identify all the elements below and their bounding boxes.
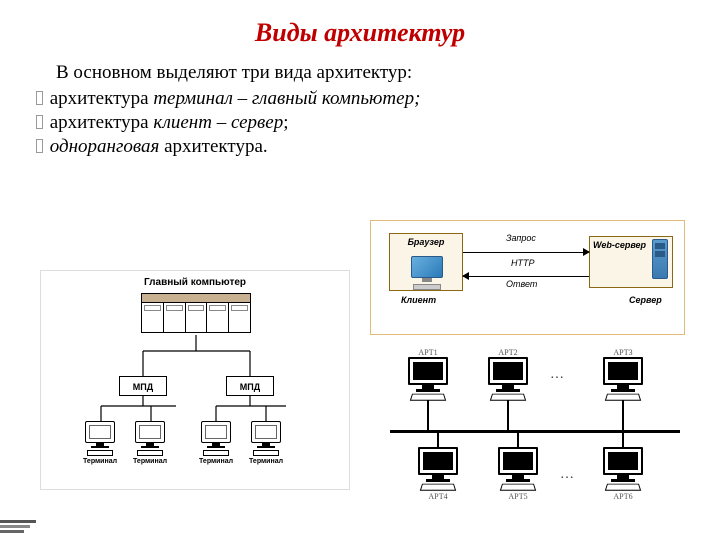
terminal-1: Терминал	[83, 421, 117, 465]
terminal-2: Терминал	[133, 421, 167, 465]
peer-pc-6: АРТ6	[600, 447, 646, 501]
server-label: Сервер	[629, 295, 662, 305]
peer-pc-4: АРТ4	[415, 447, 461, 501]
content-block: В основном выделяют три вида архитектур:…	[0, 48, 720, 158]
p1-lbl: АРТ1	[405, 348, 451, 357]
response-label: Ответ	[506, 279, 537, 289]
arch-item-2: архитектура клиент – сервер;	[28, 112, 692, 134]
mpd-box-1: МПД	[119, 376, 167, 396]
arch-item-1: архитектура терминал – главный компьютер…	[28, 88, 692, 110]
t3-lbl: Терминал	[199, 458, 233, 465]
peer-pc-5: АРТ5	[495, 447, 541, 501]
request-label: Запрос	[506, 233, 536, 243]
server-tower-icon	[652, 239, 668, 279]
network-bus	[390, 430, 680, 433]
p5-lbl: АРТ5	[495, 492, 541, 501]
terminal-4: Терминал	[249, 421, 283, 465]
browser-label: Браузер	[390, 237, 462, 247]
diagram-terminal-mainframe: Главный компьютер МПД МПД Терминал Терми…	[40, 270, 350, 490]
item1-plain: архитектура	[50, 88, 154, 109]
peer-pc-2: АРТ2	[485, 347, 531, 401]
p3-lbl: АРТЗ	[600, 348, 646, 357]
terminal-3: Терминал	[199, 421, 233, 465]
p2-lbl: АРТ2	[485, 348, 531, 357]
t4-lbl: Терминал	[249, 458, 283, 465]
diagrams-area: Главный компьютер МПД МПД Терминал Терми…	[0, 220, 720, 540]
slide-title: Виды архитектур	[0, 0, 720, 48]
item3-tail: архитектура.	[159, 136, 267, 157]
dots-top: …	[550, 367, 568, 383]
http-label: HTTP	[511, 258, 535, 268]
t1-lbl: Терминал	[83, 458, 117, 465]
diagram-peer-to-peer: АРТ1 АРТ2 АРТЗ … АРТ4 АРТ5 АРТ6 …	[390, 342, 690, 532]
browser-box: Браузер	[389, 233, 463, 291]
intro-text: В основном выделяют три вида архитектур:	[28, 62, 692, 84]
item3-italic: одноранговая	[50, 136, 160, 157]
p6-lbl: АРТ6	[600, 492, 646, 501]
item2-tail: ;	[283, 112, 288, 133]
mpd-box-2: МПД	[226, 376, 274, 396]
item2-plain: архитектура	[50, 112, 154, 133]
diagram-client-server: Браузер Клиент Web-сервер Сервер Запрос …	[370, 220, 685, 335]
arch-item-3: одноранговая архитектура.	[28, 136, 692, 158]
peer-pc-1: АРТ1	[405, 347, 451, 401]
peer-pc-3: АРТЗ	[600, 347, 646, 401]
dots-bottom: …	[560, 467, 578, 483]
t2-lbl: Терминал	[133, 458, 167, 465]
p4-lbl: АРТ4	[415, 492, 461, 501]
client-pc-icon	[408, 256, 446, 290]
client-label: Клиент	[401, 295, 436, 305]
corner-accent	[0, 520, 40, 540]
item2-italic: клиент – сервер	[153, 112, 283, 133]
item1-italic: терминал – главный компьютер;	[153, 88, 420, 109]
